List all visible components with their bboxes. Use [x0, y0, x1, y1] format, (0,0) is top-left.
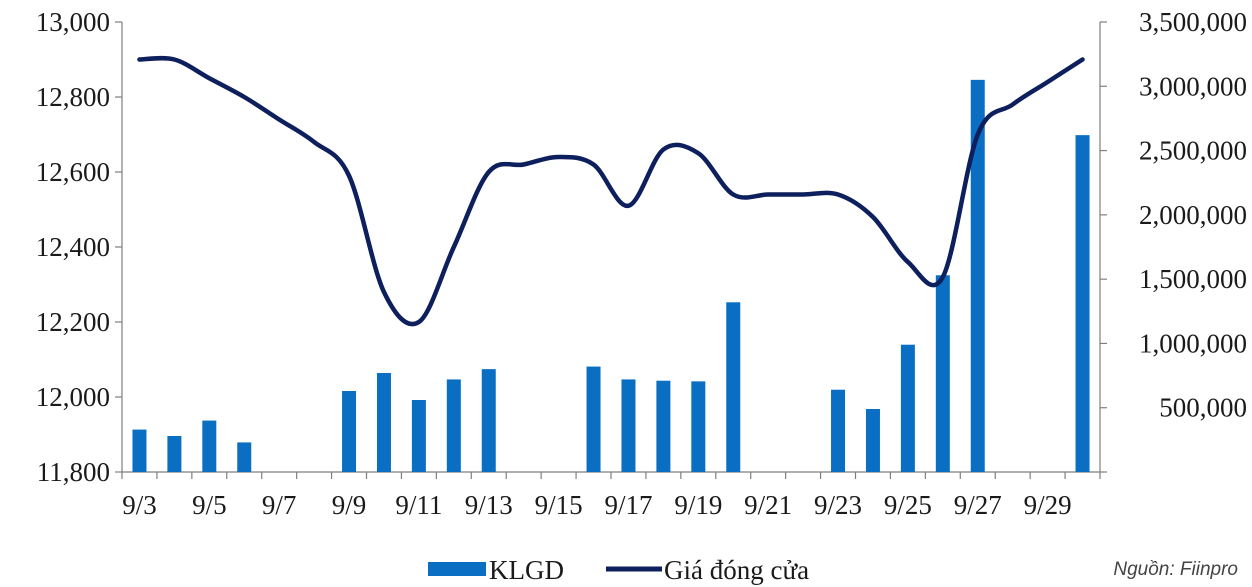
volume-bar [935, 275, 950, 472]
volume-bar [586, 366, 601, 472]
volume-bar [342, 391, 357, 472]
legend-label-klgd: KLGD [489, 555, 564, 585]
x-axis-label: 9/15 [535, 490, 583, 520]
left-axis-label: 12,800 [36, 82, 110, 112]
left-axis-label: 12,600 [36, 157, 110, 187]
left-axis-label: 12,200 [36, 307, 110, 337]
volume-bar [132, 429, 147, 472]
volume-bar [481, 369, 496, 472]
right-axis-label: 2,500,000 [1139, 136, 1247, 166]
volume-bar [970, 79, 985, 472]
x-axis-label: 9/19 [674, 490, 722, 520]
price-line-group [137, 55, 1085, 327]
legend-swatch-klgd [428, 562, 486, 576]
volume-bar [1075, 135, 1090, 472]
left-axis-label: 11,800 [37, 457, 110, 487]
x-axis-label: 9/23 [814, 490, 862, 520]
x-axis-label: 9/3 [122, 490, 157, 520]
volume-bars [132, 79, 1090, 472]
x-axis-label: 9/11 [395, 490, 442, 520]
x-axis-label: 9/17 [604, 490, 652, 520]
right-axis-labels: 500,000 1,000,000 1,500,000 2,000,000 2,500,… [1139, 7, 1247, 423]
volume-bar [656, 380, 671, 472]
volume-bar [237, 442, 252, 472]
x-axis-label: 9/21 [744, 490, 792, 520]
left-axis-label: 13,000 [36, 7, 110, 37]
volume-bar [900, 344, 915, 472]
x-axis-label: 9/9 [332, 490, 367, 520]
x-axis-label: 9/25 [884, 490, 932, 520]
price-line [137, 55, 1085, 327]
right-axis-label: 500,000 [1159, 393, 1247, 423]
x-axis-label: 9/27 [954, 490, 1002, 520]
right-axis-label: 3,000,000 [1139, 71, 1247, 101]
x-axis-label: 9/13 [465, 490, 513, 520]
right-axis-label: 3,500,000 [1139, 7, 1247, 37]
volume-bar [726, 302, 741, 472]
left-axis-labels: 11,800 12,000 12,200 12,400 12,600 12,800 13,0… [36, 7, 110, 487]
chart-axes [115, 21, 1107, 479]
volume-bar [831, 389, 846, 472]
volume-bar [446, 379, 461, 472]
legend-label-price: Giá đóng cửa [664, 555, 809, 585]
right-axis-label: 2,000,000 [1139, 200, 1247, 230]
x-axis-label: 9/7 [262, 490, 297, 520]
source-note: Nguồn: Fiinpro [1113, 559, 1238, 580]
left-axis-label: 12,000 [36, 382, 110, 412]
right-axis-label: 1,500,000 [1139, 264, 1247, 294]
volume-bar [202, 420, 217, 472]
right-axis-label: 1,000,000 [1139, 328, 1247, 358]
left-axis-label: 12,400 [36, 232, 110, 262]
volume-bar [691, 381, 706, 472]
x-axis-label: 9/29 [1024, 490, 1072, 520]
volume-bar [376, 373, 391, 472]
legend: KLGD Giá đóng cửa [428, 555, 809, 585]
volume-bar [621, 379, 636, 472]
volume-bar [865, 409, 880, 472]
volume-bar [411, 400, 426, 472]
x-axis-label: 9/5 [192, 490, 227, 520]
volume-bar [167, 436, 182, 472]
x-axis-labels: 9/3 9/5 9/7 9/9 9/11 9/13 9/15 9/17 9/19 9/21 9/23… [122, 490, 1071, 520]
